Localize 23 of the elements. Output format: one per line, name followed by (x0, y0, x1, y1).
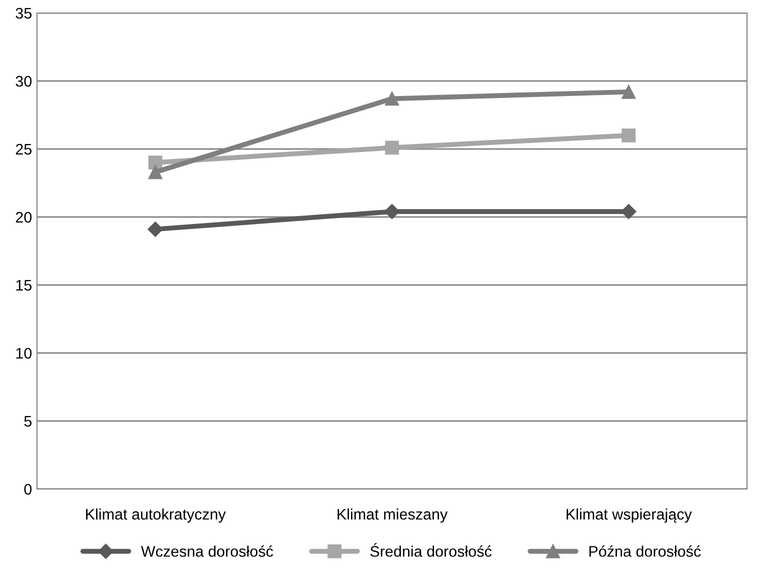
legend-label: Wczesna dorosłość (141, 545, 273, 557)
y-tick-label: 25 (16, 144, 32, 155)
legend-label: Późna dorosłość (589, 545, 701, 557)
y-tick-label: 20 (16, 212, 32, 223)
point (621, 204, 636, 220)
x-tick-label: Klimat mieszany (338, 508, 448, 523)
point (385, 92, 399, 106)
y-tick-label: 0 (24, 484, 32, 495)
y-tick-label: 15 (16, 280, 32, 291)
x-tick-label: Klimat autokratyczny (86, 508, 226, 523)
point (148, 165, 162, 180)
point (622, 84, 636, 99)
y-tick-label: 5 (24, 416, 32, 427)
point (148, 156, 162, 170)
point (148, 222, 163, 237)
point (384, 204, 400, 220)
legend-label: Średnia dorosłość (370, 542, 492, 557)
y-tick-label: 35 (16, 8, 32, 19)
y-tick-label: 30 (16, 76, 32, 87)
x-tick-label: Klimat wspierający (566, 508, 692, 523)
y-tick-label: 10 (16, 348, 32, 359)
point (622, 128, 636, 142)
point (385, 140, 399, 155)
